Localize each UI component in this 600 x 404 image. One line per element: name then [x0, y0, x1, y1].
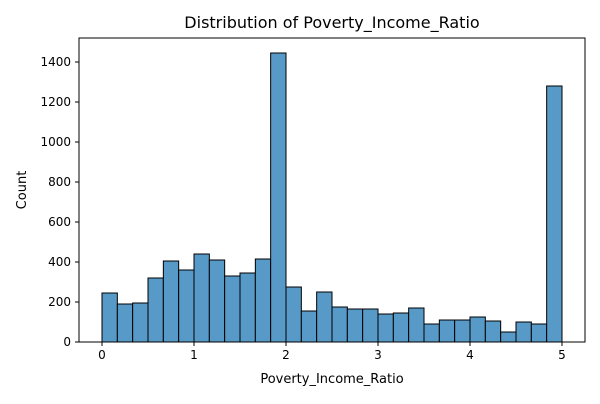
axes-layer — [78, 37, 586, 343]
histogram-bar — [362, 308, 379, 343]
histogram-bar — [147, 277, 164, 343]
x-tick-label: 0 — [98, 348, 106, 362]
histogram-bar — [331, 306, 348, 343]
x-axis-label: Poverty_Income_Ratio — [260, 372, 403, 387]
histogram-bar — [484, 320, 502, 343]
y-axis-label: Count — [15, 171, 30, 210]
histogram-bar — [500, 331, 517, 343]
y-tick-label: 1400 — [40, 55, 71, 69]
histogram-bar — [515, 321, 532, 343]
histogram-bar — [469, 316, 486, 343]
histogram-bar — [377, 313, 394, 343]
y-axis-ticks: 0 200 400 600 800 1000 1200 1400 — [40, 55, 79, 349]
y-tick-label: 1000 — [40, 135, 71, 149]
histogram-bar — [454, 319, 471, 343]
histogram-bar — [316, 291, 333, 343]
histogram-bar — [300, 310, 318, 343]
histogram-bar — [101, 292, 118, 343]
x-axis-ticks: 0 1 2 3 4 5 — [98, 342, 566, 362]
histogram-bar — [285, 286, 302, 343]
x-tick-label: 5 — [558, 348, 566, 362]
histogram-bar — [116, 303, 134, 343]
histogram-bar — [438, 319, 456, 343]
y-tick-label: 600 — [48, 215, 71, 229]
x-tick-label: 3 — [374, 348, 382, 362]
y-tick-label: 800 — [48, 175, 71, 189]
histogram-bar — [239, 272, 256, 343]
histogram-bar — [178, 269, 195, 343]
histogram-bar — [392, 312, 410, 343]
histogram-bar — [546, 85, 563, 343]
histogram-bar — [208, 259, 226, 343]
histogram-bar — [270, 52, 287, 343]
x-tick-label: 2 — [282, 348, 290, 362]
y-tick-label: 400 — [48, 255, 71, 269]
chart-title: Distribution of Poverty_Income_Ratio — [184, 13, 479, 33]
histogram-bar — [193, 253, 210, 343]
histogram-bar — [408, 307, 425, 343]
plot-frame — [78, 37, 586, 343]
histogram-bar — [224, 275, 241, 343]
x-tick-label: 1 — [190, 348, 198, 362]
x-tick-label: 4 — [466, 348, 474, 362]
histogram-bar — [423, 323, 440, 343]
histogram-bar — [530, 323, 548, 343]
y-tick-label: 0 — [63, 335, 71, 349]
histogram-bar — [346, 308, 364, 343]
y-tick-label: 1200 — [40, 95, 71, 109]
y-tick-label: 200 — [48, 295, 71, 309]
histogram-bar — [132, 302, 149, 343]
histogram-bar — [162, 260, 180, 343]
histogram-bar — [254, 258, 272, 343]
